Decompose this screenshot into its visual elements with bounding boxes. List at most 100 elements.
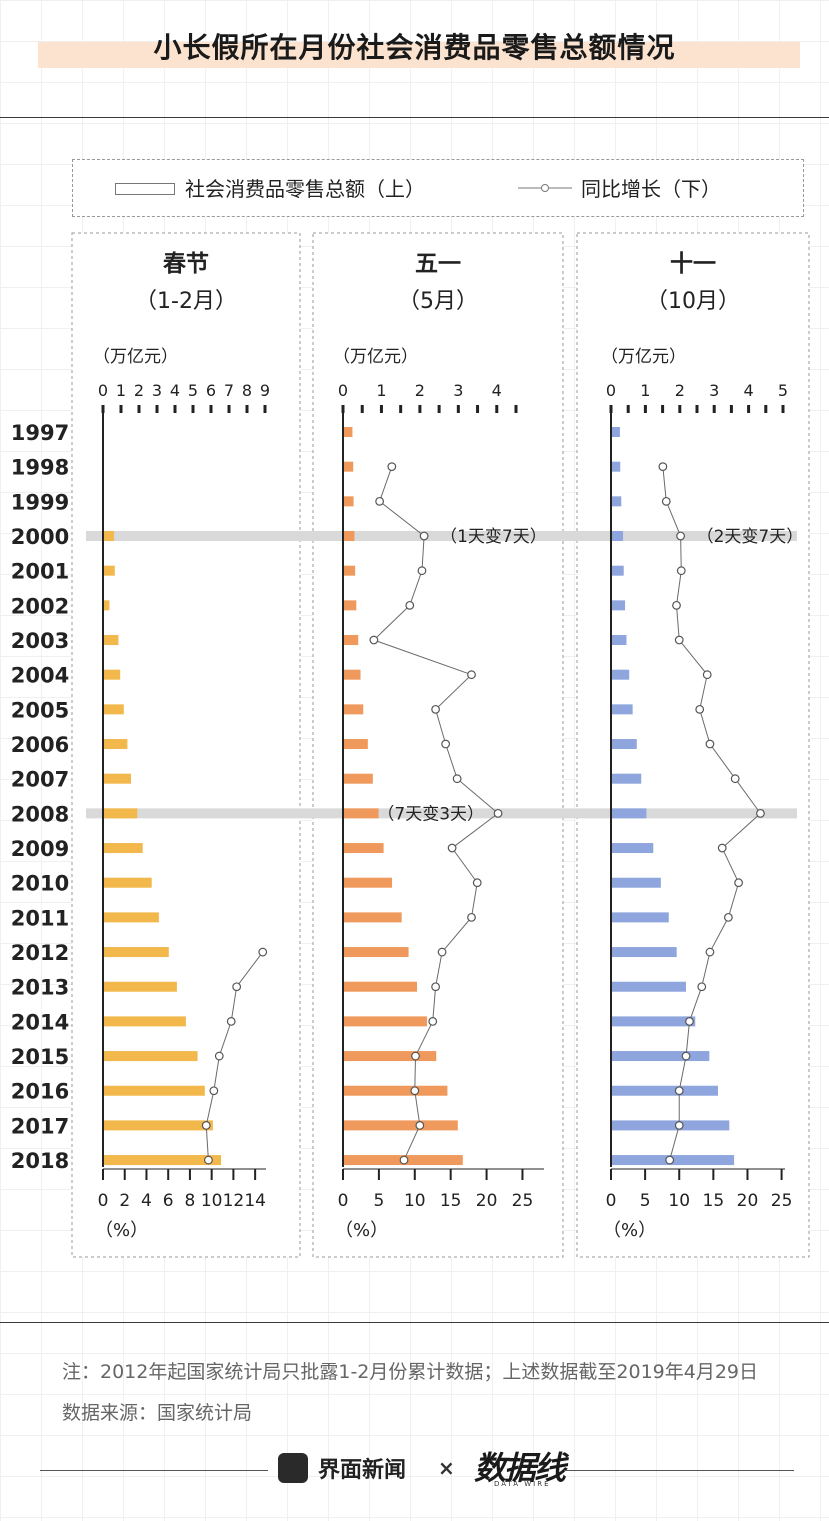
bottom-tick-label: 20 [476,1191,498,1211]
growth-point [452,774,462,784]
title-highlight [38,42,800,68]
top-tick-mark [245,405,249,413]
sales-bar [612,739,637,750]
growth-point [493,808,503,818]
year-label: 2004 [11,664,69,688]
top-tick-label: 6 [206,381,216,400]
growth-point [756,808,765,818]
bottom-tick-mark [610,1169,612,1180]
bottom-tick-label: 10 [668,1191,690,1211]
sales-bar [612,912,669,923]
year-label: 2006 [11,733,69,757]
top-tick-mark [360,405,364,413]
bottom-tick-mark [521,1169,524,1180]
bottom-tick-mark [780,1169,783,1180]
bottom-tick-mark [644,1169,647,1180]
title-divider [0,117,829,118]
sales-bar [344,635,359,646]
top-tick-mark [514,405,518,413]
sales-bar [344,739,368,750]
top-tick-label: 1 [116,381,126,400]
bottom-tick-mark [712,1169,715,1180]
bottom-tick-label: 10 [201,1191,223,1211]
growth-point [419,531,429,541]
legend: 社会消费品零售总额（上） 同比增长（下） [72,159,804,217]
sales-bar [612,427,620,437]
chart-canvas: 1997199819992000200120022003200420052006… [11,232,810,1258]
growth-point [201,1120,211,1130]
growth-point [369,635,379,645]
top-axis-unit: （万亿元） [333,347,418,367]
year-label: 2001 [11,560,69,584]
year-label: 1998 [11,456,69,480]
top-tick-mark [456,405,460,413]
sales-bar [104,635,119,646]
top-tick-mark [379,405,383,413]
growth-point [674,1120,684,1130]
top-tick-label: 3 [152,381,162,400]
brand-separator: × [438,1456,455,1480]
top-tick-mark [661,405,665,413]
year-label: 2016 [11,1080,69,1104]
growth-point [209,1086,219,1096]
growth-point [674,635,684,645]
growth-point [676,531,685,541]
sales-bar [612,981,686,992]
sales-bar [612,635,627,646]
top-tick-mark [476,405,480,413]
growth-point [411,1051,420,1061]
top-tick-mark [626,405,630,413]
top-tick-label: 4 [170,381,180,400]
year-label: 2003 [11,629,69,653]
sales-bar [344,877,393,888]
top-tick-label: 8 [242,381,252,400]
sales-bar [612,461,621,472]
growth-point [717,843,727,853]
sales-bar [344,427,353,437]
growth-point [441,739,451,749]
bottom-tick-mark [210,1169,213,1180]
growth-point [387,462,397,472]
top-tick-mark [263,405,267,413]
growth-point [705,739,715,749]
top-axis-unit: （万亿元） [601,347,686,367]
bottom-tick-label: 25 [771,1191,793,1211]
bottom-axis-unit: （%） [335,1220,388,1241]
growth-point [730,774,740,784]
sales-bar [104,1155,221,1166]
bottom-tick-label: 25 [512,1191,534,1211]
sales-bar [104,843,143,854]
sales-bar [104,981,177,992]
legend-line-label: 同比增长（下） [581,177,721,201]
sales-bar [344,1051,437,1062]
top-tick-mark [643,405,647,413]
year-label: 2011 [11,906,69,930]
growth-point [428,1016,438,1026]
growth-point [661,496,671,506]
year-label: 2010 [11,872,69,896]
bottom-tick-label: 10 [404,1191,426,1211]
growth-point [705,947,715,957]
sales-bar [612,600,626,611]
growth-point [723,912,733,922]
footer-divider [0,1322,829,1323]
bottom-tick-label: 15 [703,1191,725,1211]
top-tick-mark [781,405,785,413]
year-label: 2002 [11,594,69,618]
footnote: 注：2012年起国家统计局只批露1-2月份累计数据；上述数据截至2019年4月2… [62,1361,759,1383]
top-tick-mark [729,405,733,413]
growth-point [734,878,743,888]
growth-point [214,1051,224,1061]
bottom-tick-label: 2 [119,1191,130,1211]
bottom-tick-label: 14 [244,1191,266,1211]
annotation-label: （1天变7天） [440,527,547,547]
growth-point [467,912,476,922]
year-label: 2005 [11,698,69,722]
sales-bar [104,808,138,819]
bottom-tick-mark [102,1169,104,1180]
top-tick-mark [173,405,177,413]
top-tick-label: 7 [224,381,234,400]
sales-bar [104,739,128,750]
jiemian-logo-icon [278,1453,308,1483]
top-tick-mark [495,405,499,413]
